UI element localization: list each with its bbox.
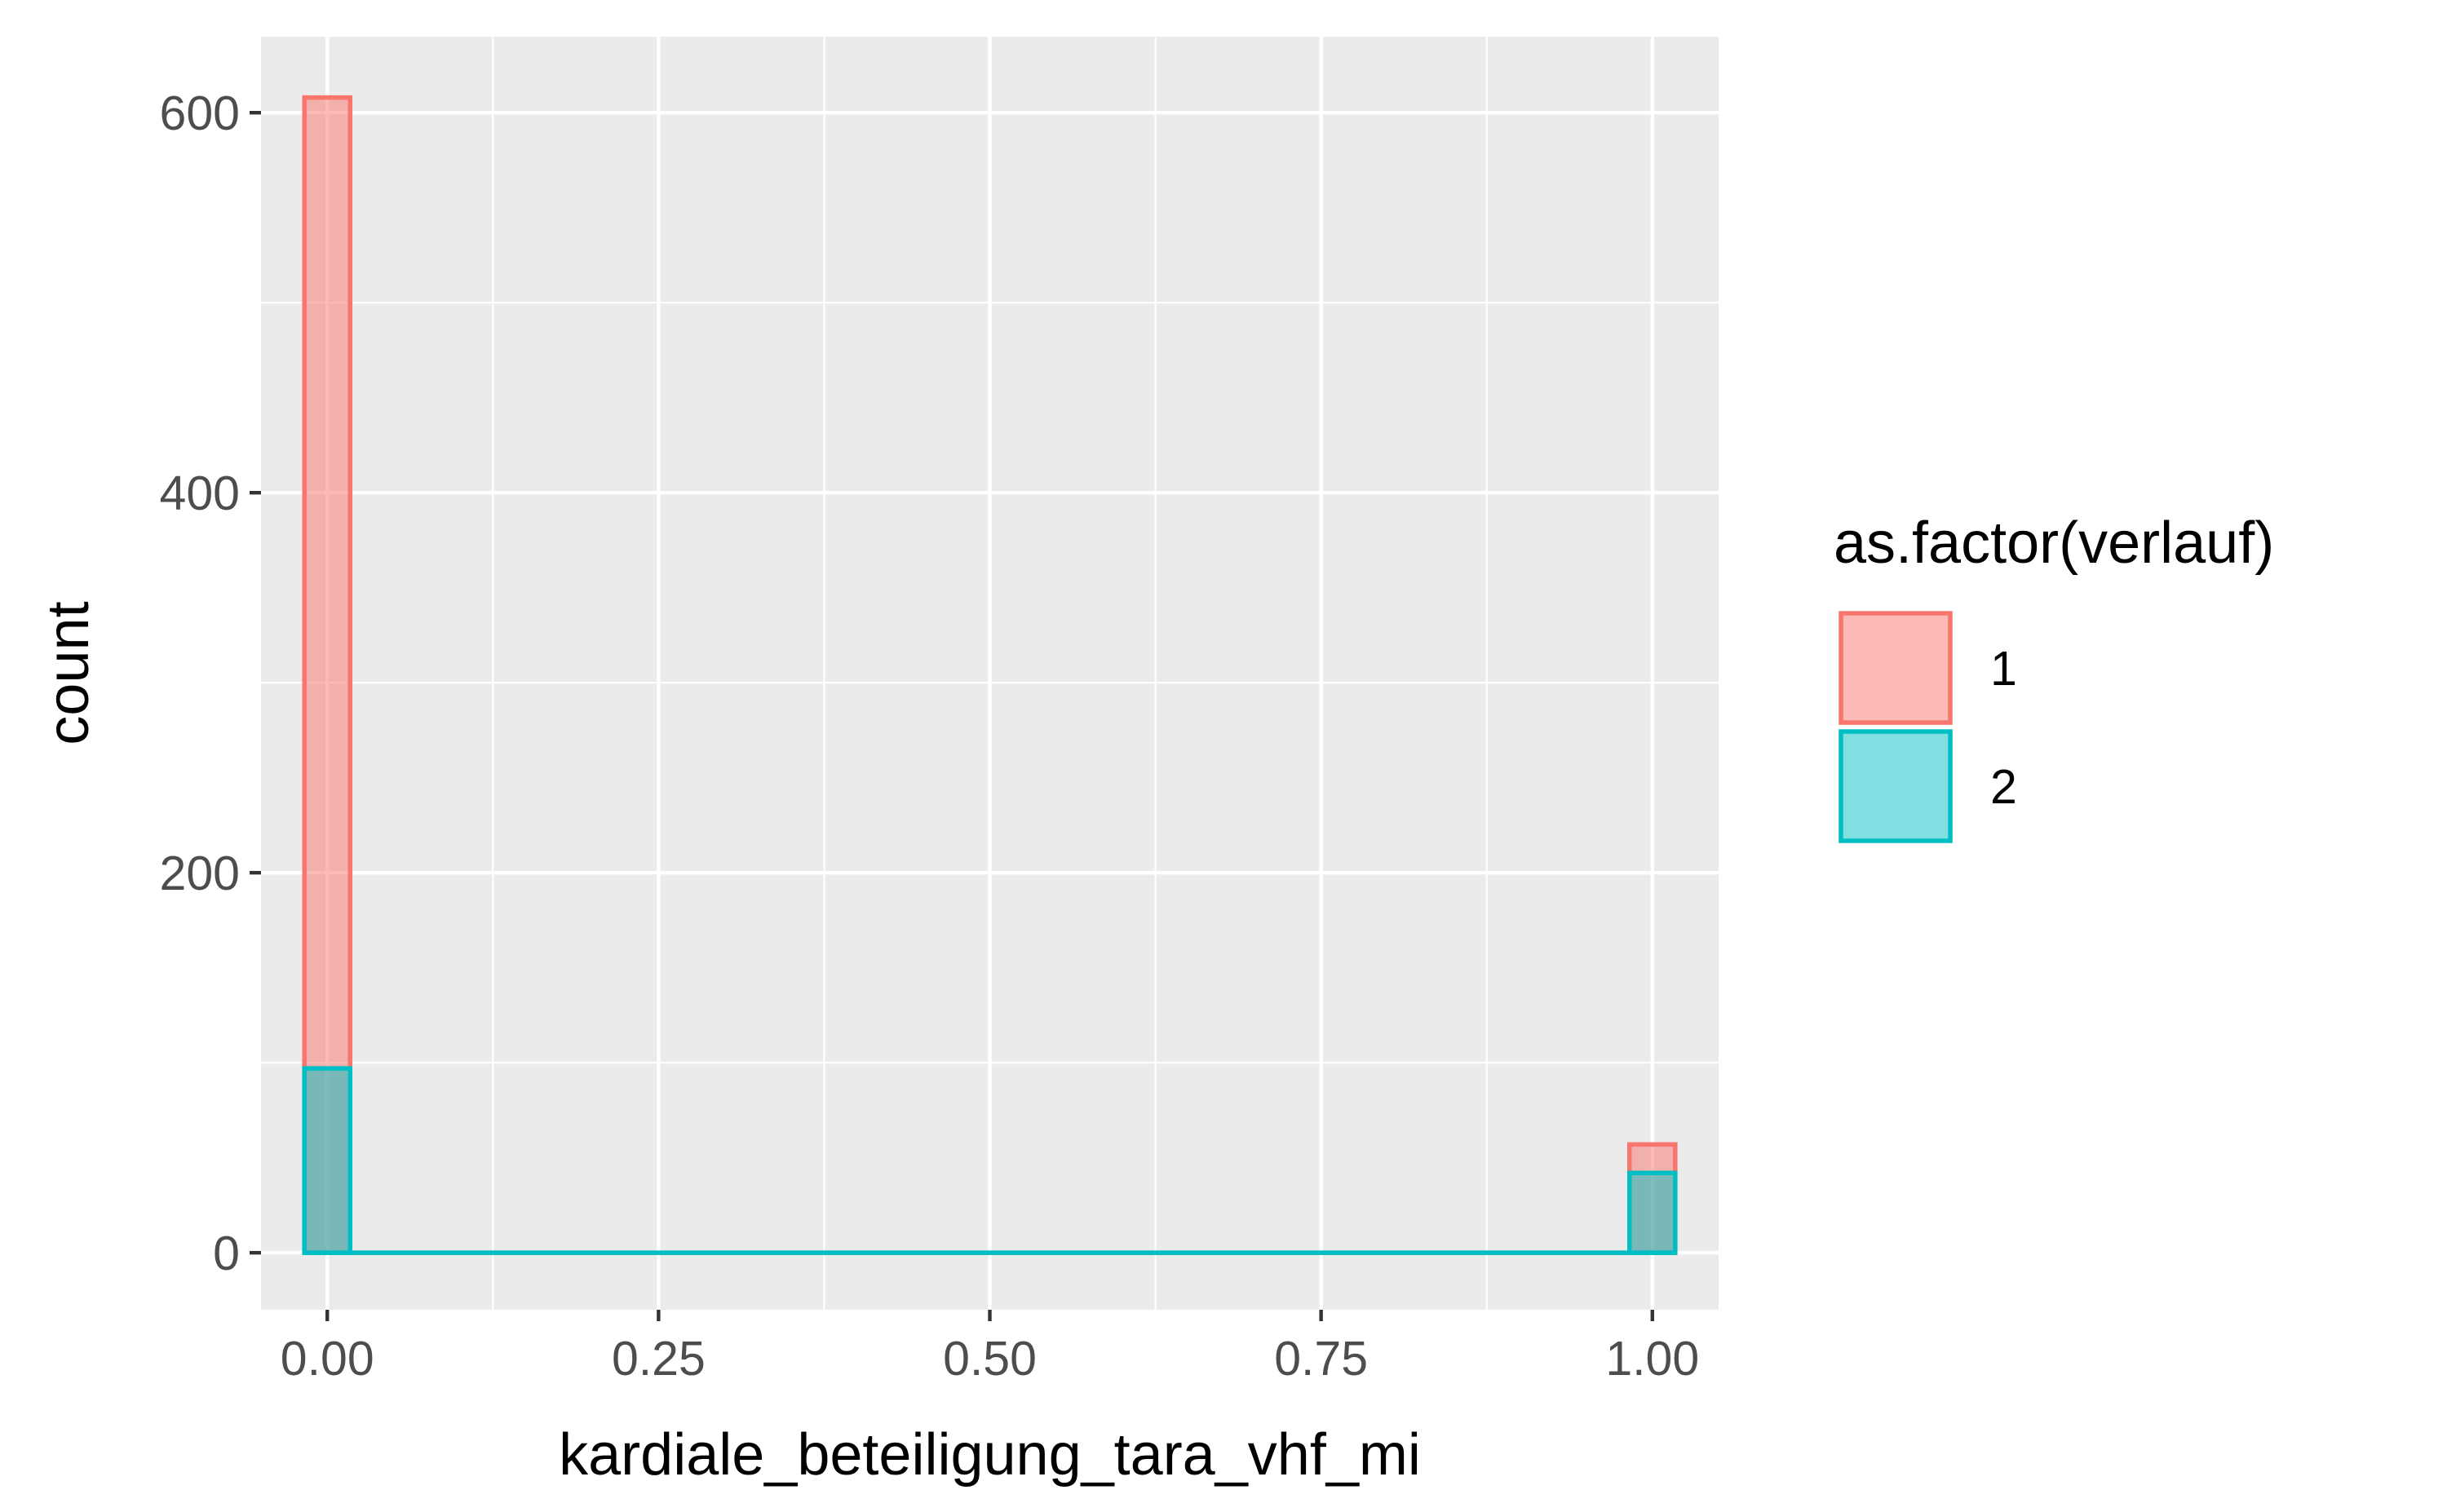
histogram-bars bbox=[302, 95, 1678, 1255]
legend-title: as.factor(verlauf) bbox=[1834, 511, 2274, 576]
y-axis-title: count bbox=[36, 601, 101, 745]
legend-label: 2 bbox=[1990, 760, 2017, 814]
y-tick-label: 400 bbox=[160, 466, 240, 520]
y-tick-label: 600 bbox=[160, 86, 240, 140]
legend-items: 12 bbox=[1839, 611, 2017, 843]
y-tick-label: 200 bbox=[160, 847, 240, 900]
series-2 bbox=[302, 1066, 1678, 1255]
legend: as.factor(verlauf) 12 bbox=[1834, 511, 2274, 843]
x-axis-title: kardiale_beteiligung_tara_vhf_mi bbox=[559, 1422, 1421, 1488]
legend-key bbox=[1839, 729, 1953, 843]
x-axis: 0.00 0.25 0.50 0.75 1.00 bbox=[281, 1310, 1699, 1386]
x-tick-label: 0.50 bbox=[943, 1332, 1037, 1386]
y-tick-label: 0 bbox=[213, 1227, 240, 1280]
bar-series-2-x-1 bbox=[1626, 1170, 1678, 1255]
legend-key bbox=[1839, 611, 1953, 725]
bar-series-2-x-0 bbox=[302, 1066, 353, 1255]
x-tick-label: 1.00 bbox=[1605, 1332, 1699, 1386]
y-axis: 0 200 400 600 bbox=[160, 86, 261, 1280]
legend-item: 2 bbox=[1839, 729, 2017, 843]
legend-label: 1 bbox=[1990, 642, 2017, 696]
x-tick-label: 0.00 bbox=[281, 1332, 374, 1386]
legend-item: 1 bbox=[1839, 611, 2017, 725]
x-tick-label: 0.25 bbox=[612, 1332, 706, 1386]
x-tick-label: 0.75 bbox=[1274, 1332, 1368, 1386]
